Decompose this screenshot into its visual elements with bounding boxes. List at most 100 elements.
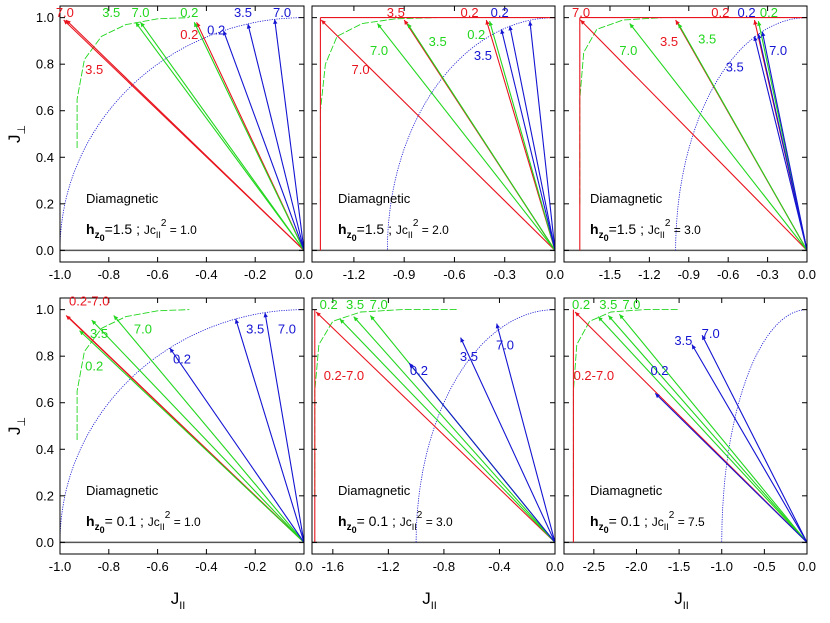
trajectory-label: 7.0: [56, 5, 74, 20]
x-tick-label: -1.2: [377, 559, 399, 574]
series-blue-h-3-5: [235, 318, 304, 543]
x-tick-label: -0.6: [443, 267, 465, 282]
y-tick-label: 0.4: [36, 150, 54, 165]
series-blue-h-0-2: [408, 362, 555, 543]
panel-bottom-middle: -1.6 -1.2 -0.8 -0.4 0.0 0.2 3.5 7.0 3.5 7.0 0.2-7.…: [311, 297, 564, 612]
x-tick-label: 0.0: [295, 559, 313, 574]
panel-frame: [59, 297, 305, 555]
trajectory-label: 0.2: [760, 5, 778, 20]
panel-title: Diamagnetic: [86, 191, 159, 206]
panel-frame: [311, 5, 556, 263]
series-green-h-0-2: [339, 318, 555, 543]
arrowhead-blue-h-3-5: [691, 344, 697, 350]
series-blue-h-0-2: [654, 393, 807, 543]
x-tick-label: -1.0: [711, 559, 733, 574]
trajectory-label: 3.5: [85, 62, 103, 77]
series-green-h-3-5: [353, 316, 555, 543]
x-tick-label: -1.0: [49, 267, 71, 282]
x-tick-label: -0.6: [146, 559, 168, 574]
arrowhead-green-h-0-2: [79, 330, 85, 336]
trajectory-label: 0.2: [491, 5, 509, 20]
arrowhead-green-h-7-0: [629, 23, 635, 29]
series-green-h-7-0: [618, 313, 807, 543]
x-tick-label: -0.4: [195, 559, 217, 574]
series-green-h-3-5: [407, 23, 555, 251]
plot-area: [314, 309, 555, 543]
arrowhead-red-h-7-0: [321, 19, 326, 25]
series-green-h-0-2: [193, 22, 304, 251]
series-green-h-7-0: [113, 315, 304, 543]
trajectory-label: 3.5: [599, 297, 617, 312]
y-axis-title: J⊥: [5, 417, 28, 435]
x-tick-label: -0.9: [678, 267, 700, 282]
series-green-h-7-0: [376, 23, 555, 251]
trajectory-label: 0.2: [173, 352, 191, 367]
x-tick-label: -0.4: [195, 267, 217, 282]
series-green-trajectory-curve: [76, 17, 190, 148]
arrowhead-green-h-3-5: [353, 316, 359, 322]
trajectory-label: 0.2: [180, 5, 198, 20]
arrowhead-red-h-0-2: [753, 19, 758, 25]
arrowhead-blue-h-3-5: [508, 25, 513, 31]
x-tick-label: 0.0: [798, 559, 816, 574]
panel-title: Diamagnetic: [86, 483, 159, 498]
series-blue-h-3-5: [460, 337, 555, 543]
trajectory-label: 0.2: [320, 297, 338, 312]
series-green-trajectory-curve: [572, 309, 680, 496]
y-tick-label: 0.0: [36, 535, 54, 550]
panel-title: Diamagnetic: [338, 191, 411, 206]
arrowhead-red-h-0-2: [196, 22, 201, 28]
arrowhead-green-h-0-2: [757, 21, 762, 26]
parameter-label: hz0=1.5 ; JcII2 = 3.0: [590, 218, 701, 243]
x-tick-label: -0.4: [488, 559, 510, 574]
trajectory-label: 0.2: [650, 363, 668, 378]
x-tick-label: -2.5: [583, 559, 605, 574]
x-tick-label: -1.5: [599, 267, 621, 282]
y-tick-label: 0.8: [36, 57, 54, 72]
series-blue-h-3-5: [509, 25, 555, 251]
series-green-h-0-2: [597, 316, 807, 543]
series-green-trajectory-curve: [76, 309, 190, 440]
arrowhead-blue-h-7-0: [761, 31, 766, 37]
series-blue-h-7-0: [529, 21, 555, 251]
x-tick-label: 0.0: [546, 267, 564, 282]
trajectory-label: 0.2: [467, 27, 485, 42]
trajectory-label: 3.5: [698, 32, 716, 47]
series-blue-h-7-0: [264, 312, 304, 543]
series-green-h-7-0: [140, 21, 304, 251]
arrowhead-blue-h-3-5: [753, 36, 758, 42]
parameter-label: hz0= 0.1 ; JcII2 = 7.5: [590, 510, 705, 535]
arrowhead-blue-h-0-2: [169, 348, 175, 353]
x-tick-label: 0.0: [798, 267, 816, 282]
trajectory-label: 7.0: [622, 297, 640, 312]
series-red-h-0-2-7-0: [315, 311, 555, 543]
arrowhead-red-h-3-5: [66, 19, 71, 25]
x-tick-label: -0.8: [433, 559, 455, 574]
series-blue-h-7-0: [274, 19, 304, 251]
panel-bottom-right: -2.5 -2.0 -1.5 -1.0 -0.5 0.0 0.2 3.5 7.0 3.5 7.0 0.…: [563, 297, 816, 612]
arrowhead-red-h-3-5: [675, 19, 680, 25]
trajectory-label: 7.0: [134, 321, 152, 336]
trajectory-label: 3.5: [234, 5, 252, 20]
x-axis-title: JII: [422, 589, 437, 612]
plot-area: [60, 309, 304, 543]
x-tick-label: -0.2: [244, 267, 266, 282]
series-blue-h-0-2: [169, 347, 304, 543]
panel-frame: [563, 5, 808, 263]
series-green-h-3-5: [607, 315, 807, 543]
series-blue-h-7-0: [701, 334, 807, 543]
panel-top-middle: -1.2 -0.9 -0.6 -0.3 0.0 3.5 0.2 0.2 0.2 7.0 3.5 3.5…: [311, 5, 564, 282]
arrowhead-green-h-0-2: [488, 21, 493, 27]
arrowhead-green-h-7-0: [140, 22, 145, 28]
arrowhead-red-h-3-5: [404, 19, 409, 25]
y-tick-label: 0.2: [36, 196, 54, 211]
parameter-label: hz0=1.5 ; JcII2 = 1.0: [86, 218, 197, 243]
plot-area: [579, 17, 807, 251]
x-tick-label: -1.2: [638, 267, 660, 282]
trajectory-label: 0.2: [711, 5, 729, 20]
arrowhead-green-h-3-5: [678, 23, 683, 29]
trajectory-label: 3.5: [387, 5, 405, 20]
series-blue-h-3-5: [691, 344, 807, 543]
series-red-h-7-0: [320, 19, 555, 251]
